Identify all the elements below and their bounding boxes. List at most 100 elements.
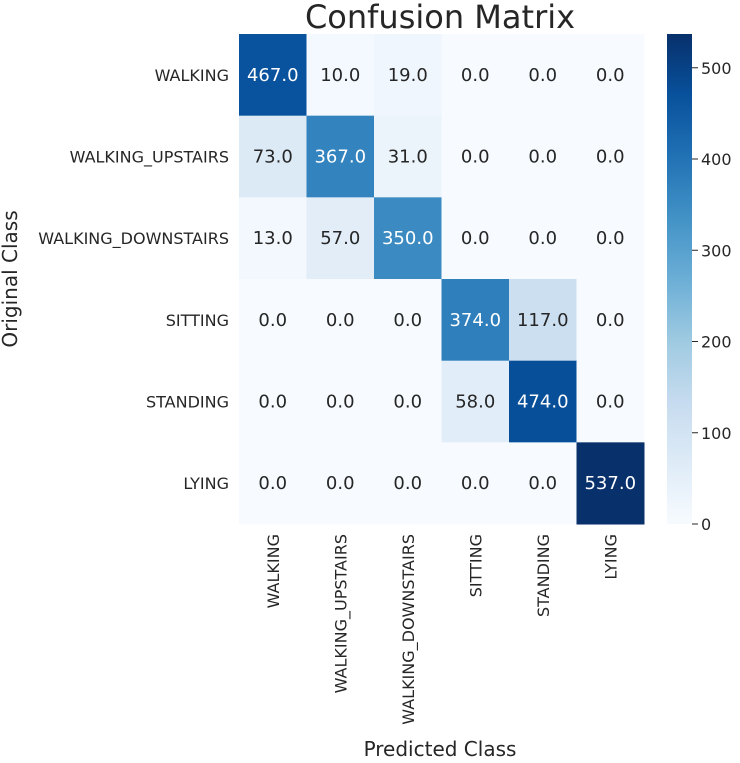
cell-value-r5-c0: 0.0: [258, 473, 287, 494]
cell-value-r2-c2: 350.0: [382, 228, 434, 249]
y-tick-label-3: SITTING: [166, 311, 229, 330]
cell-value-r1-c3: 0.0: [461, 147, 490, 168]
heatmap-cell-r5-c2: [374, 442, 442, 525]
cell-value-r0-c5: 0.0: [596, 65, 625, 86]
heatmap-cell-r1-c5: [576, 115, 645, 198]
y-tick-labels: WALKING WALKING_UPSTAIRS WALKING_DOWNSTAIR…: [38, 66, 229, 493]
cell-value-r3-c0: 0.0: [258, 310, 287, 331]
heatmap-cell-r4-c0: [239, 360, 307, 443]
colorbar: 0 100 200 300 400 500: [667, 34, 732, 534]
heatmap-cell-r5-c5: [576, 442, 645, 525]
heatmap-cell-r0-c3: [441, 34, 510, 117]
heatmap-cell-r0-c0: [239, 34, 307, 117]
cell-value-r3-c4: 117.0: [517, 310, 569, 331]
cell-value-r2-c0: 13.0: [253, 228, 293, 249]
x-axis-label: Predicted Class: [364, 737, 517, 761]
cell-value-r2-c3: 0.0: [461, 228, 490, 249]
cell-value-r4-c1: 0.0: [326, 392, 355, 413]
heatmap-cell-r5-c4: [509, 442, 577, 525]
y-axis-label: Original Class: [0, 210, 22, 347]
heatmap-cell-r5-c3: [441, 442, 510, 525]
cell-value-r4-c5: 0.0: [596, 392, 625, 413]
y-tick-label-0: WALKING: [155, 66, 229, 85]
heatmap-cells: [239, 34, 645, 525]
cell-value-r0-c2: 19.0: [388, 65, 428, 86]
heatmap-cell-r2-c1: [306, 197, 375, 280]
colorbar-tick-label-4: 400: [701, 150, 732, 169]
cell-value-r4-c0: 0.0: [258, 392, 287, 413]
heatmap-cell-r1-c0: [239, 115, 307, 198]
cell-value-r3-c3: 374.0: [449, 310, 501, 331]
cell-value-r1-c5: 0.0: [596, 147, 625, 168]
heatmap-cell-r3-c4: [509, 279, 577, 362]
heatmap-cell-r4-c4: [509, 360, 577, 443]
colorbar-ticks: 0 100 200 300 400 500: [692, 59, 732, 534]
heatmap-cell-r4-c1: [306, 360, 375, 443]
heatmap-cell-r2-c5: [576, 197, 645, 280]
x-tick-label-2: WALKING_DOWNSTAIRS: [399, 534, 419, 725]
heatmap-cell-r2-c3: [441, 197, 510, 280]
chart-title: Confusion Matrix: [305, 0, 575, 36]
x-tick-label-5: LYING: [601, 534, 620, 580]
cell-value-r0-c4: 0.0: [528, 65, 557, 86]
cell-value-r4-c3: 58.0: [455, 392, 495, 413]
heatmap-cell-r3-c3: [441, 279, 510, 362]
colorbar-tick-label-5: 500: [701, 59, 732, 78]
colorbar-gradient: [667, 34, 692, 524]
cell-value-r5-c2: 0.0: [393, 473, 422, 494]
cell-value-r1-c4: 0.0: [528, 147, 557, 168]
heatmap-cell-r1-c2: [374, 115, 442, 198]
heatmap-cell-labels: 467.0 10.0 19.0 0.0 0.0 0.0 73.0 367.0 31.0 0.0 0.…: [247, 65, 636, 494]
heatmap-cell-r0-c2: [374, 34, 442, 117]
y-tick-label-1: WALKING_UPSTAIRS: [70, 148, 229, 168]
x-tick-label-0: WALKING: [264, 534, 283, 608]
cell-value-r1-c0: 73.0: [253, 147, 293, 168]
heatmap-cell-r5-c0: [239, 442, 307, 525]
colorbar-tick-label-2: 200: [701, 333, 732, 352]
x-tick-label-3: SITTING: [466, 534, 485, 597]
heatmap-cell-r4-c2: [374, 360, 442, 443]
heatmap-cell-r2-c2: [374, 197, 442, 280]
cell-value-r4-c4: 474.0: [517, 392, 569, 413]
colorbar-tick-label-3: 300: [701, 241, 732, 260]
cell-value-r5-c3: 0.0: [461, 473, 490, 494]
heatmap-cell-r5-c1: [306, 442, 375, 525]
cell-value-r0-c1: 10.0: [320, 65, 360, 86]
heatmap-cell-r1-c3: [441, 115, 510, 198]
cell-value-r2-c4: 0.0: [528, 228, 557, 249]
cell-value-r1-c2: 31.0: [388, 147, 428, 168]
y-tick-label-5: LYING: [183, 474, 229, 493]
heatmap-cell-r4-c3: [441, 360, 510, 443]
heatmap-cell-r0-c4: [509, 34, 577, 117]
cell-value-r4-c2: 0.0: [393, 392, 422, 413]
y-tick-label-4: STANDING: [146, 393, 229, 412]
colorbar-tick-label-0: 0: [701, 515, 711, 534]
x-tick-labels: WALKING WALKING_UPSTAIRS WALKING_DOWNSTAIR…: [264, 534, 621, 725]
heatmap-cell-r0-c5: [576, 34, 645, 117]
heatmap-cell-r1-c1: [306, 115, 375, 198]
cell-value-r5-c5: 537.0: [584, 473, 636, 494]
x-tick-label-1: WALKING_UPSTAIRS: [331, 534, 351, 693]
heatmap-cell-r2-c0: [239, 197, 307, 280]
cell-value-r3-c1: 0.0: [326, 310, 355, 331]
cell-value-r5-c1: 0.0: [326, 473, 355, 494]
cell-value-r1-c1: 367.0: [314, 147, 366, 168]
x-tick-label-4: STANDING: [534, 534, 553, 617]
heatmap-cell-r4-c5: [576, 360, 645, 443]
cell-value-r0-c0: 467.0: [247, 65, 299, 86]
cell-value-r2-c5: 0.0: [596, 228, 625, 249]
heatmap-cell-r3-c5: [576, 279, 645, 362]
colorbar-tick-label-1: 100: [701, 424, 732, 443]
cell-value-r5-c4: 0.0: [528, 473, 557, 494]
cell-value-r0-c3: 0.0: [461, 65, 490, 86]
heatmap-cell-r3-c1: [306, 279, 375, 362]
heatmap-cell-r1-c4: [509, 115, 577, 198]
cell-value-r2-c1: 57.0: [320, 228, 360, 249]
heatmap-cell-r3-c2: [374, 279, 442, 362]
cell-value-r3-c2: 0.0: [393, 310, 422, 331]
y-tick-label-2: WALKING_DOWNSTAIRS: [38, 229, 229, 249]
heatmap-cell-r2-c4: [509, 197, 577, 280]
heatmap-cell-r3-c0: [239, 279, 307, 362]
heatmap-cell-r0-c1: [306, 34, 375, 117]
